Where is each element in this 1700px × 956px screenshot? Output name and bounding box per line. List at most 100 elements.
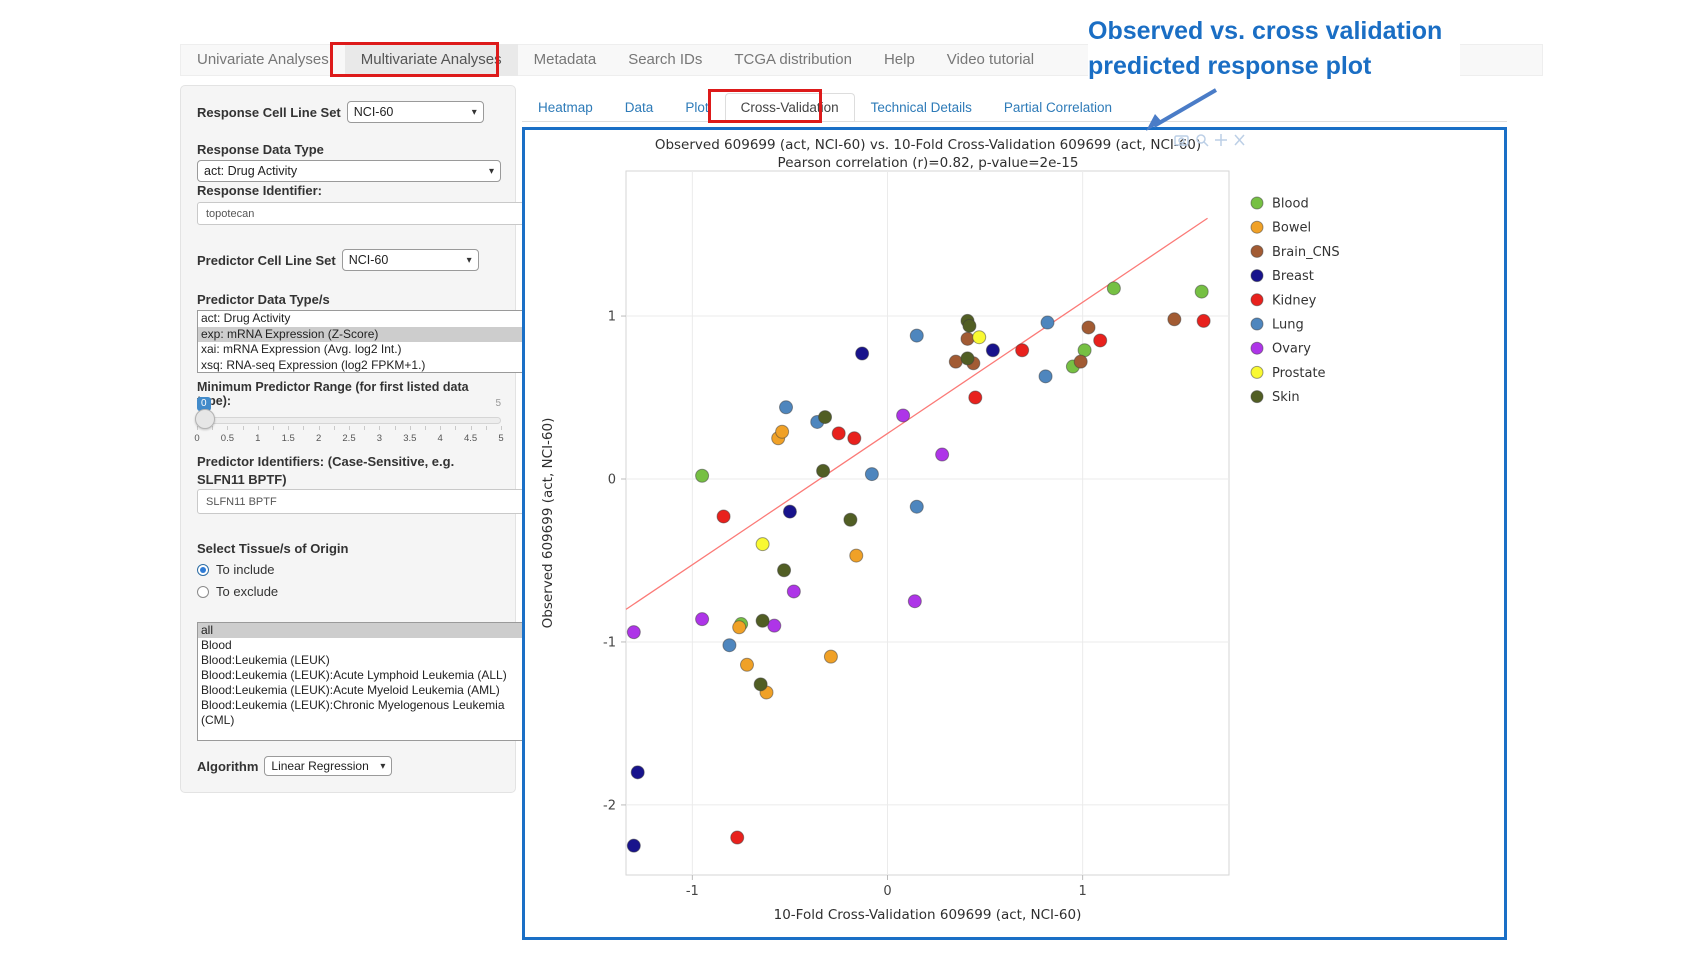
predictor-cell-line-set-select[interactable]: NCI-60 ▾: [341, 249, 479, 271]
slider-tick-label: 2: [315, 433, 322, 444]
nav-item-video-tutorial[interactable]: Video tutorial: [946, 51, 1035, 68]
legend-item-blood[interactable]: Blood: [1250, 196, 1309, 212]
nav-item-multivariate-analyses[interactable]: Multivariate Analyses: [344, 44, 518, 76]
data-point-kidney: [1093, 333, 1108, 348]
tissue-option[interactable]: Blood: [201, 638, 232, 652]
algorithm-select[interactable]: Linear Regression ▾: [264, 756, 393, 776]
data-point-lung: [722, 638, 737, 653]
legend-swatch[interactable]: [1250, 244, 1264, 258]
legend-item-breast[interactable]: Breast: [1250, 269, 1314, 284]
data-point-brain_cns: [948, 354, 963, 369]
legend-label[interactable]: Blood: [1272, 197, 1309, 212]
nav-item-univariate-analyses[interactable]: Univariate Analyses: [197, 51, 329, 68]
legend-swatch[interactable]: [1250, 365, 1264, 379]
predictor-data-types-listbox[interactable]: act: Drug Activity exp: mRNA Expression (…: [197, 310, 531, 373]
tab-technical-details[interactable]: Technical Details: [870, 100, 972, 115]
radio-icon[interactable]: [197, 585, 209, 598]
legend-item-brain_cns[interactable]: Brain_CNS: [1250, 244, 1340, 260]
close-icon[interactable]: [1234, 134, 1245, 146]
radio-icon[interactable]: [197, 563, 209, 576]
legend-item-prostate[interactable]: Prostate: [1250, 365, 1326, 381]
tissue-option[interactable]: Blood:Leukemia (LEUK):Chronic Myelogenou…: [201, 698, 505, 727]
legend-label[interactable]: Kidney: [1272, 293, 1317, 308]
tissue-listbox[interactable]: all Blood Blood:Leukemia (LEUK) Blood:Leuke…: [197, 622, 531, 741]
predictor-data-type-option[interactable]: xsq: RNA-seq Expression (log2 FPKM+1.): [201, 357, 426, 372]
slider-tick-label: 1.5: [281, 433, 295, 444]
plot-area[interactable]: [625, 170, 1230, 876]
legend-swatch[interactable]: [1250, 390, 1264, 404]
slider-tick-mark: [485, 426, 487, 430]
tab-plot[interactable]: Plot: [685, 100, 709, 115]
predictor-identifiers-input[interactable]: SLFN11 BPTF: [197, 489, 531, 514]
data-point-ovary: [907, 594, 922, 609]
legend-item-lung[interactable]: Lung: [1250, 317, 1304, 333]
nav-item-tcga-distribution[interactable]: TCGA distribution: [734, 51, 852, 68]
tab-cross-validation[interactable]: Cross-Validation: [724, 93, 855, 121]
nav-item-metadata[interactable]: Metadata: [533, 51, 597, 68]
tab-data[interactable]: Data: [624, 100, 654, 115]
slider-handle[interactable]: [195, 409, 215, 429]
legend-label[interactable]: Bowel: [1272, 221, 1311, 236]
predictor-identifiers-value: SLFN11 BPTF: [206, 495, 277, 508]
legend-label[interactable]: Ovary: [1272, 342, 1311, 357]
data-point-brain_cns: [1167, 312, 1182, 327]
chevron-down-icon: ▾: [471, 106, 477, 118]
legend-swatch[interactable]: [1250, 341, 1264, 355]
camera-icon[interactable]: [1174, 135, 1189, 146]
slider-tick-mark: [470, 426, 472, 430]
data-point-ovary: [695, 612, 710, 627]
legend-swatch[interactable]: [1250, 220, 1264, 234]
response-identifier-input[interactable]: topotecan: [197, 202, 531, 225]
legend-swatch[interactable]: [1250, 293, 1264, 307]
x-tick-label: -1: [686, 884, 699, 899]
slider-track[interactable]: [197, 417, 501, 424]
legend-label[interactable]: Prostate: [1272, 366, 1326, 381]
legend-label[interactable]: Breast: [1272, 269, 1314, 284]
response-data-type-value: act: Drug Activity: [204, 164, 298, 178]
tissue-origin-radio-to-exclude[interactable]: To exclude: [197, 584, 501, 599]
tissue-option[interactable]: Blood:Leukemia (LEUK): [201, 653, 330, 667]
slider-tick-mark: [409, 426, 411, 430]
tissue-option[interactable]: Blood:Leukemia (LEUK):Acute Lymphoid Leu…: [201, 668, 507, 682]
tab-heatmap[interactable]: Heatmap: [538, 100, 593, 115]
zoom-icon[interactable]: [1196, 134, 1209, 147]
subtab-bar: Heatmap Data Plot Cross-Validation Technical…: [522, 92, 1507, 122]
legend-swatch[interactable]: [1250, 317, 1264, 331]
tissue-option[interactable]: all: [198, 623, 530, 638]
legend-item-kidney[interactable]: Kidney: [1250, 293, 1317, 308]
slider-tick-label: 3.5: [403, 433, 417, 444]
legend-label[interactable]: Skin: [1272, 390, 1300, 405]
tissue-option[interactable]: Blood:Leukemia (LEUK):Acute Myeloid Leuk…: [201, 683, 500, 697]
data-point-skin: [816, 463, 831, 478]
tab-partial-correlation[interactable]: Partial Correlation: [1003, 100, 1112, 115]
legend-item-bowel[interactable]: Bowel: [1250, 220, 1311, 236]
legend-item-ovary[interactable]: Ovary: [1250, 341, 1311, 357]
algorithm-label: Algorithm: [197, 758, 259, 774]
predictor-data-type-option[interactable]: xai: mRNA Expression (Avg. log2 Int.): [201, 342, 402, 356]
response-data-type-select[interactable]: act: Drug Activity ▾: [197, 160, 501, 182]
x-tick-label: 1: [1079, 884, 1087, 899]
slider-max-label: 5: [495, 398, 501, 409]
data-point-bowel: [732, 620, 747, 635]
cross-validation-scatter-plot[interactable]: -1 0 1 -2 -1 0 1 10-Fold Cross-Validation 60969…: [525, 130, 1504, 937]
y-axis-label: Observed 609699 (act, NCI-60): [540, 418, 556, 629]
slider-tick-label: 4: [437, 433, 443, 444]
pan-icon[interactable]: [1215, 134, 1227, 146]
response-cell-line-set-select[interactable]: NCI-60 ▾: [346, 101, 484, 123]
data-point-kidney: [968, 390, 983, 405]
legend-label[interactable]: Lung: [1272, 318, 1304, 333]
predictor-data-type-option[interactable]: act: Drug Activity: [201, 311, 291, 325]
legend-swatch[interactable]: [1250, 269, 1264, 283]
slider-tick-labels: 0 0.5 1 1.5 2 2.5 3 3.5 4 4.5 5: [194, 433, 503, 445]
data-point-breast: [626, 838, 641, 853]
legend-swatch[interactable]: [1250, 196, 1264, 210]
legend-label[interactable]: Brain_CNS: [1272, 245, 1340, 260]
nav-item-search-ids[interactable]: Search IDs: [628, 51, 703, 68]
nav-item-help[interactable]: Help: [883, 51, 915, 68]
predictor-data-type-option[interactable]: exp: mRNA Expression (Z-Score): [198, 326, 530, 342]
data-point-kidney: [831, 426, 846, 441]
slider-tick-mark: [501, 426, 502, 430]
legend-item-skin[interactable]: Skin: [1250, 390, 1300, 405]
tissue-origin-radio-to-include[interactable]: To include: [197, 562, 501, 577]
plot-subtitle: Pearson correlation (r)=0.82, p-value=2e…: [777, 155, 1079, 171]
